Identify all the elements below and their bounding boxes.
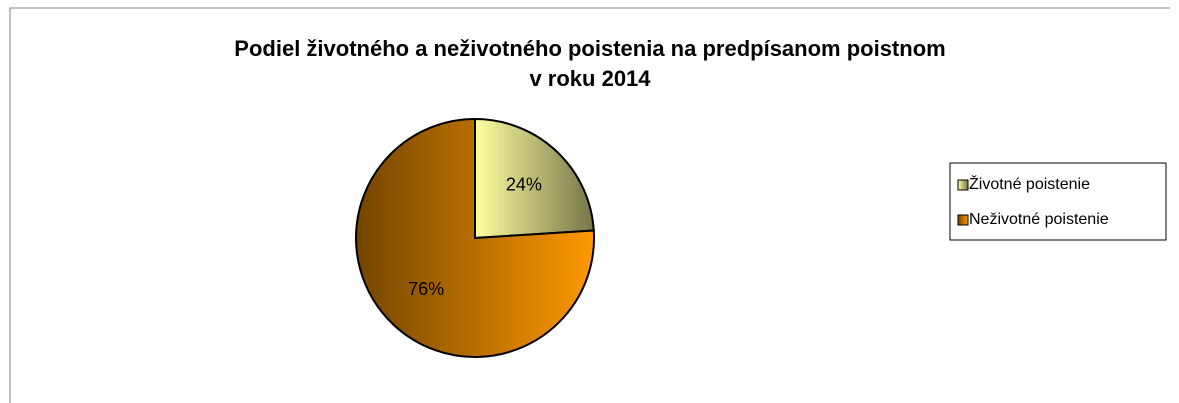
legend-label: Neživotné poistenie <box>969 211 1109 228</box>
data-label: 24% <box>506 175 542 195</box>
pie-slice <box>355 117 595 358</box>
chart-title: Podiel životného a neživotného poistenia… <box>234 36 945 61</box>
chart-frame <box>9 7 1170 403</box>
data-label: 76% <box>408 279 444 299</box>
legend-label: Životné poistenie <box>969 174 1090 193</box>
legend-marker <box>957 179 969 191</box>
legend-marker <box>957 214 969 226</box>
legend-box <box>949 162 1167 241</box>
pie-slice <box>474 117 595 240</box>
chart-title: v roku 2014 <box>529 66 651 91</box>
